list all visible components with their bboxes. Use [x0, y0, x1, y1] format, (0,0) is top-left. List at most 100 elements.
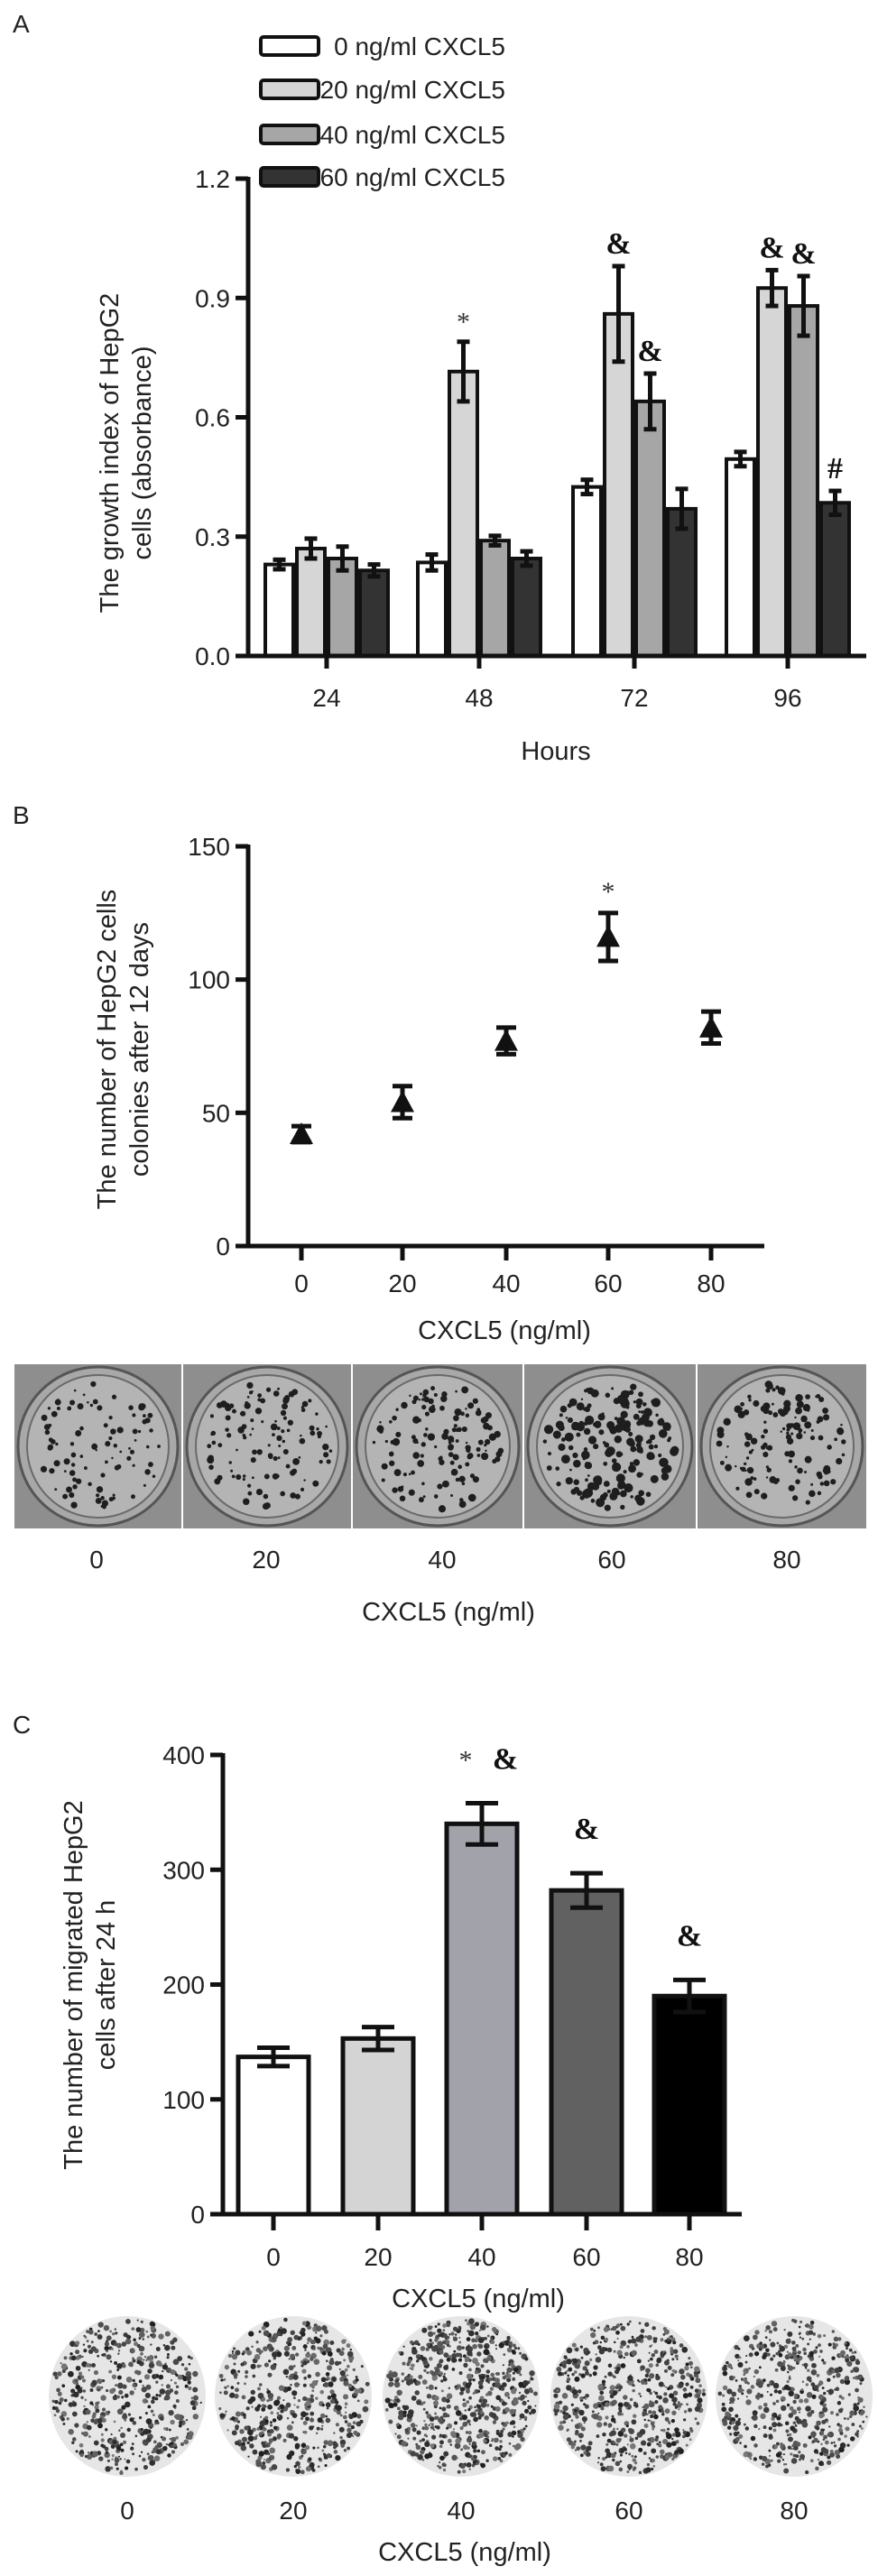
colony-dot — [267, 1453, 273, 1459]
colony-dot — [108, 1416, 113, 1420]
migrated-cell — [610, 2452, 616, 2459]
migrated-cell — [446, 2357, 451, 2362]
migrated-cell — [632, 2388, 635, 2393]
migrated-cell — [267, 2392, 274, 2399]
migrated-cell — [616, 2427, 619, 2431]
migrated-cell — [329, 2358, 334, 2362]
migrated-cell — [170, 2419, 175, 2425]
colony-dot — [87, 1400, 89, 1404]
migrated-cell — [775, 2351, 779, 2356]
migrated-cell — [178, 2424, 182, 2428]
migrated-cell — [234, 2393, 239, 2399]
migrated-cell — [738, 2356, 742, 2359]
migrated-cell — [112, 2332, 116, 2336]
migrated-cell — [168, 2443, 171, 2446]
migrated-cell — [663, 2368, 668, 2373]
migrated-cell — [574, 2424, 580, 2430]
migrated-cell — [486, 2431, 490, 2435]
panel-b-y-tick-label: 50 — [202, 1099, 230, 1127]
colony-dot — [716, 1440, 723, 1447]
migrated-cell — [566, 2428, 569, 2432]
migrated-cell — [134, 2387, 136, 2390]
migrated-cell — [347, 2364, 350, 2368]
migrated-cell — [566, 2347, 573, 2354]
migrated-cell — [576, 2446, 581, 2451]
migrated-cell — [643, 2418, 646, 2422]
migrated-cell — [277, 2414, 281, 2418]
migrated-cell — [512, 2343, 516, 2348]
migrated-cell — [605, 2456, 608, 2460]
migrated-cell — [794, 2424, 798, 2427]
colony-dot — [138, 1404, 145, 1411]
migrated-cell — [441, 2406, 447, 2412]
migrated-cell — [259, 2433, 263, 2436]
colony-dot — [421, 1482, 425, 1486]
migrated-cell — [717, 2391, 723, 2396]
migrated-cell — [286, 2416, 290, 2420]
colony-dot — [823, 1414, 830, 1421]
migrated-cell — [467, 2431, 472, 2435]
migration-image-40 — [383, 2316, 540, 2477]
migrated-cell — [321, 2325, 328, 2331]
colony-dot — [427, 1433, 436, 1441]
colony-dot — [792, 1422, 801, 1430]
panel-c-annotation: & — [493, 1742, 518, 1776]
migrated-cell — [651, 2448, 657, 2454]
migrated-cell — [809, 2459, 814, 2463]
migrated-cell — [241, 2442, 245, 2447]
migrated-cell — [790, 2458, 798, 2464]
migrated-cell — [439, 2461, 441, 2464]
migrated-cell — [790, 2425, 796, 2432]
migrated-cell — [97, 2334, 103, 2340]
colony-dot — [246, 1381, 254, 1390]
colony-dot — [300, 1405, 304, 1409]
migrated-cell — [593, 2403, 599, 2409]
migrated-cell — [494, 2344, 497, 2347]
colony-dot — [282, 1448, 289, 1454]
migrated-cell — [835, 2343, 838, 2347]
colony-dot — [477, 1439, 484, 1445]
migrated-cell — [587, 2350, 591, 2354]
colony-dot — [319, 1459, 323, 1464]
migrated-cell — [185, 2370, 192, 2377]
migrated-cell — [790, 2390, 793, 2393]
colony-dot — [92, 1399, 98, 1405]
migrated-cell — [662, 2332, 666, 2336]
migrated-cell — [192, 2395, 199, 2401]
migrated-cell — [230, 2386, 235, 2389]
migrated-cell — [795, 2442, 801, 2447]
migrated-cell — [844, 2376, 850, 2381]
migrated-cell — [97, 2401, 100, 2405]
colony-dot — [658, 1453, 662, 1458]
colony-dot — [777, 1408, 784, 1415]
legend-label-2: 40 ng/ml CXCL5 — [320, 121, 505, 149]
migrated-cell — [722, 2366, 727, 2372]
migrated-cell — [663, 2385, 666, 2387]
migrated-cell — [648, 2363, 653, 2368]
migrated-cell — [559, 2363, 562, 2367]
migrated-cell — [519, 2413, 525, 2419]
colony-dot — [593, 1444, 599, 1450]
colony-dot — [558, 1424, 565, 1432]
migrated-cell — [799, 2320, 803, 2323]
panel-a-y-tick-label: 1.2 — [195, 165, 230, 193]
migrated-cell — [559, 2409, 563, 2414]
colony-dot — [485, 1449, 487, 1453]
migrated-cell — [237, 2369, 241, 2373]
migrated-cell — [56, 2387, 60, 2393]
migrated-cell — [420, 2346, 426, 2351]
migrated-cell — [621, 2427, 626, 2433]
migrated-cell — [344, 2405, 347, 2409]
migrated-cell — [191, 2405, 197, 2411]
bar-24h-series-0 — [263, 562, 295, 659]
migrated-cell — [257, 2392, 264, 2399]
migrated-cell — [124, 2401, 131, 2408]
migrated-cell — [185, 2419, 189, 2422]
colony-dot — [598, 1429, 605, 1436]
migrated-cell — [509, 2362, 514, 2368]
colony-dot — [455, 1477, 460, 1482]
migrated-cell — [604, 2375, 607, 2378]
migrated-cell — [436, 2366, 439, 2368]
migrated-cell — [597, 2345, 602, 2350]
migrated-cell — [775, 2424, 778, 2426]
